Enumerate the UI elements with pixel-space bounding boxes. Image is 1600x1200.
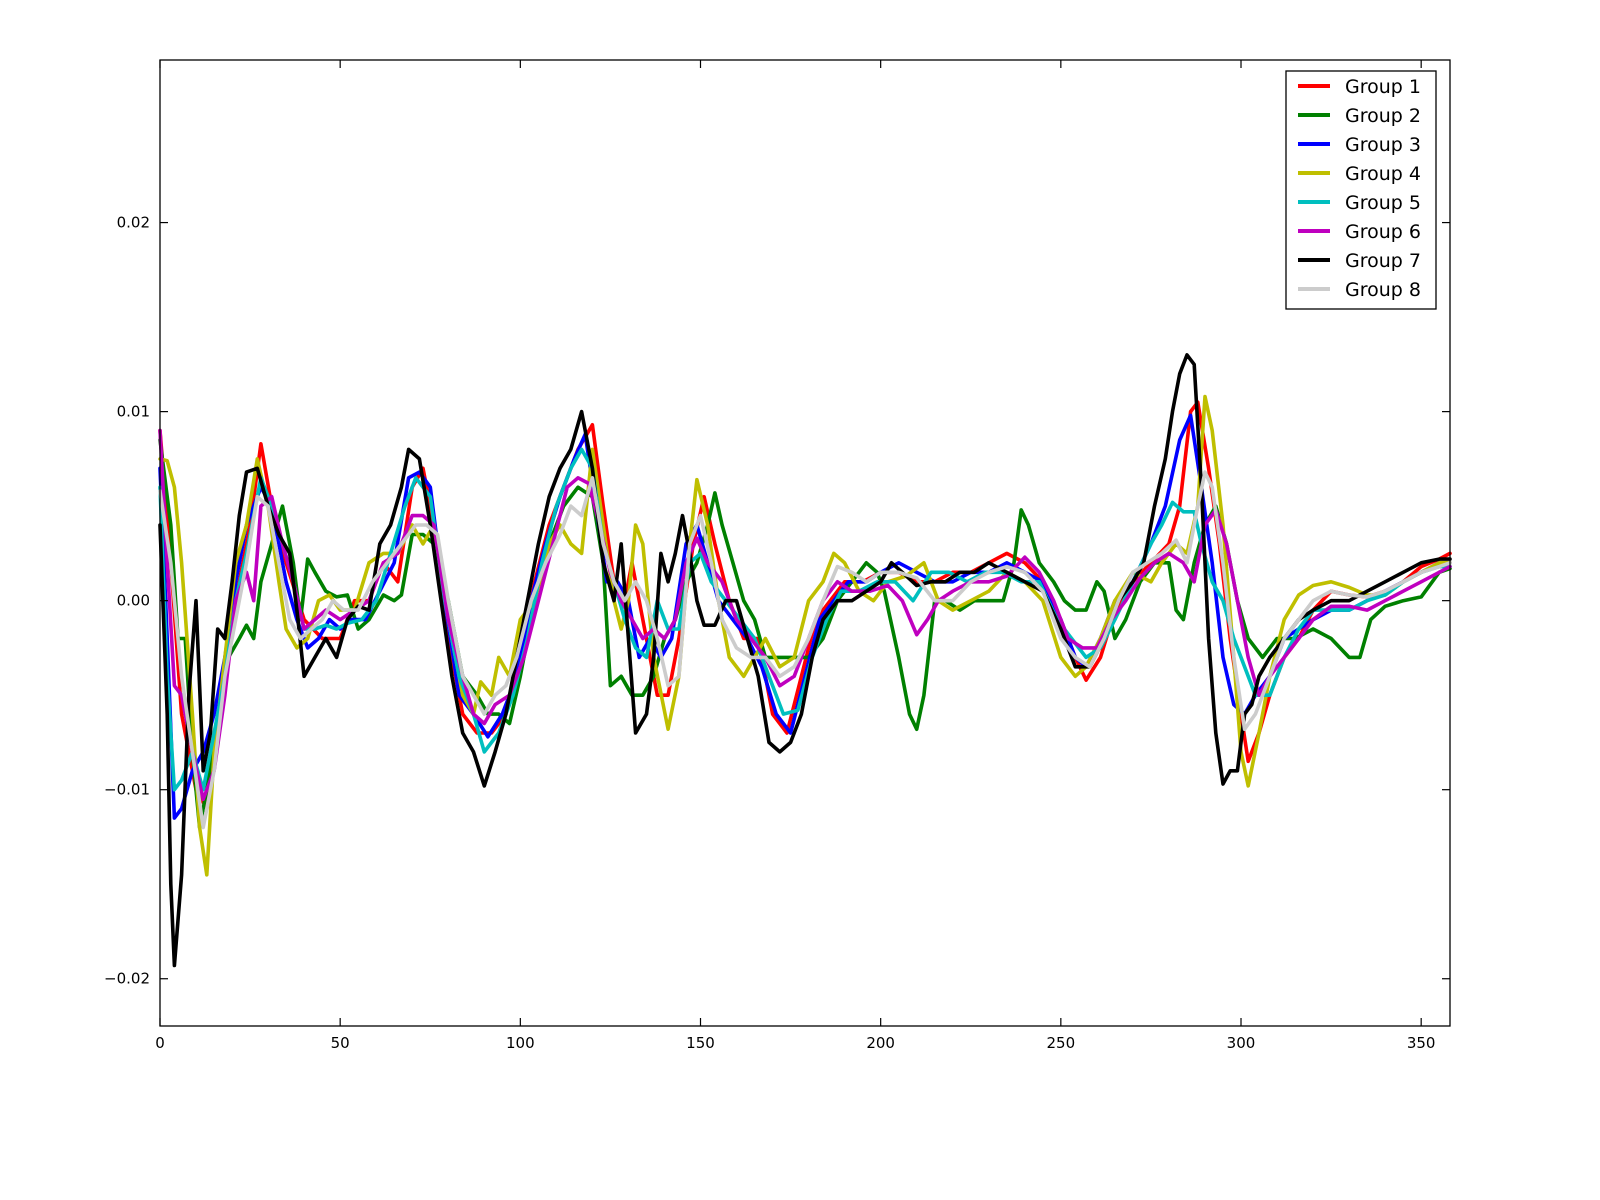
series-line-group-8 [158,470,1452,830]
legend-label-group-5: Group 5 [1345,192,1421,214]
y-tick-label: −0.01 [104,781,150,799]
y-tick-label: −0.02 [104,970,150,988]
y-tick-label: 0.00 [117,592,150,610]
legend: Group 1 Group 2 Group 3 Group 4 Group 5 Group… [1285,70,1437,310]
legend-box [1285,70,1437,310]
x-tick-label: 250 [1047,1034,1076,1052]
axis-ticks: 0 50 100 150 200 250 300 350 −0.02 −0.01 0.00 0.01 0… [104,60,1450,1052]
legend-label-group-4: Group 4 [1345,163,1421,185]
series-layer [158,353,1452,968]
plot-background [160,60,1450,1026]
plot-frame [159,59,1451,1027]
legend-label-group-2: Group 2 [1345,105,1421,127]
x-tick-label: 150 [686,1034,715,1052]
x-tick-label: 50 [331,1034,350,1052]
legend-label-group-7: Group 7 [1345,250,1421,272]
x-tick-label: 300 [1227,1034,1256,1052]
x-tick-label: 0 [155,1034,165,1052]
series-line-group-2 [158,438,1452,830]
y-tick-label: 0.01 [117,403,150,421]
legend-label-group-1: Group 1 [1345,76,1421,98]
legend-label-group-6: Group 6 [1345,221,1421,243]
y-tick-label: 0.02 [117,214,150,232]
x-tick-label: 200 [866,1034,895,1052]
legend-label-group-8: Group 8 [1345,279,1421,301]
series-line-group-3 [158,413,1452,820]
legend-label-group-3: Group 3 [1345,134,1421,156]
x-tick-label: 350 [1407,1034,1436,1052]
x-tick-label: 100 [506,1034,535,1052]
